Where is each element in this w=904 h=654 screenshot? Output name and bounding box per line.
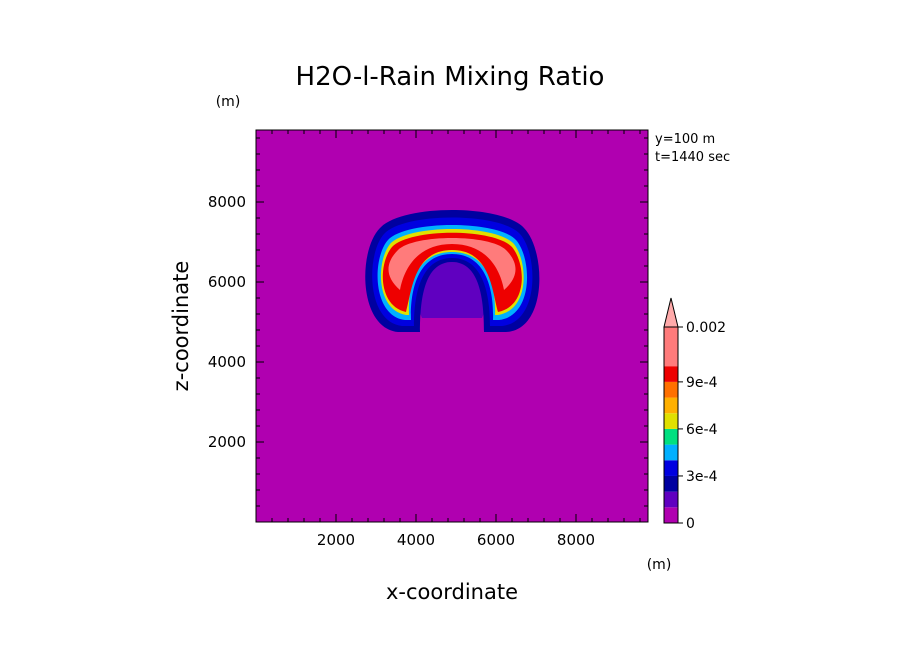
plot-background <box>256 130 648 522</box>
colorbar-bands <box>664 327 678 523</box>
x-tick-label: 4000 <box>397 531 435 549</box>
y-unit-label: (m) <box>216 94 241 110</box>
y-tick-label: 2000 <box>208 433 246 451</box>
colorbar-band <box>664 327 678 367</box>
colorbar-band <box>664 460 678 476</box>
annotation-y: y=100 m <box>655 132 715 147</box>
y-tick-label: 4000 <box>208 353 246 371</box>
colorbar-band <box>664 366 678 382</box>
axis-ticks <box>256 130 648 522</box>
contour-band-very-low <box>416 262 488 318</box>
colorbar: 0.002 9e-4 6e-4 3e-4 0 <box>663 297 726 532</box>
x-unit-label: (m) <box>647 557 672 573</box>
colorbar-frame <box>663 326 679 524</box>
colorbar-band <box>664 444 678 461</box>
colorbar-band <box>664 428 678 445</box>
colorbar-label: 9e-4 <box>686 375 718 391</box>
colorbar-band <box>664 381 678 398</box>
x-tick-label: 8000 <box>557 531 595 549</box>
y-tick-label: 8000 <box>208 193 246 211</box>
colorbar-band <box>664 507 678 523</box>
colorbar-band <box>664 397 678 414</box>
colorbar-band <box>664 491 678 508</box>
x-tick-labels: 2000 4000 6000 8000 <box>317 531 595 549</box>
plot-frame <box>255 129 649 523</box>
colorbar-label: 0 <box>686 516 695 532</box>
x-axis-label: x-coordinate <box>386 580 518 604</box>
y-axis-label: z-coordinate <box>169 261 193 392</box>
colorbar-extend-arrow <box>663 297 679 328</box>
colorbar-band <box>664 413 678 429</box>
colorbar-label: 6e-4 <box>686 422 718 438</box>
y-tick-label: 6000 <box>208 273 246 291</box>
plot-area <box>255 129 649 523</box>
colorbar-band <box>664 475 678 492</box>
colorbar-label: 0.002 <box>686 320 726 336</box>
y-tick-labels: 2000 4000 6000 8000 <box>208 193 246 451</box>
contour-field <box>365 210 540 332</box>
colorbar-label: 3e-4 <box>686 469 718 485</box>
x-tick-label: 6000 <box>477 531 515 549</box>
chart-title: H2O-l-Rain Mixing Ratio <box>296 62 605 92</box>
colorbar-ticks <box>678 326 683 524</box>
contour-band-horseshoe-peak <box>388 238 516 290</box>
annotation-t: t=1440 sec <box>655 150 730 165</box>
x-tick-label: 2000 <box>317 531 355 549</box>
